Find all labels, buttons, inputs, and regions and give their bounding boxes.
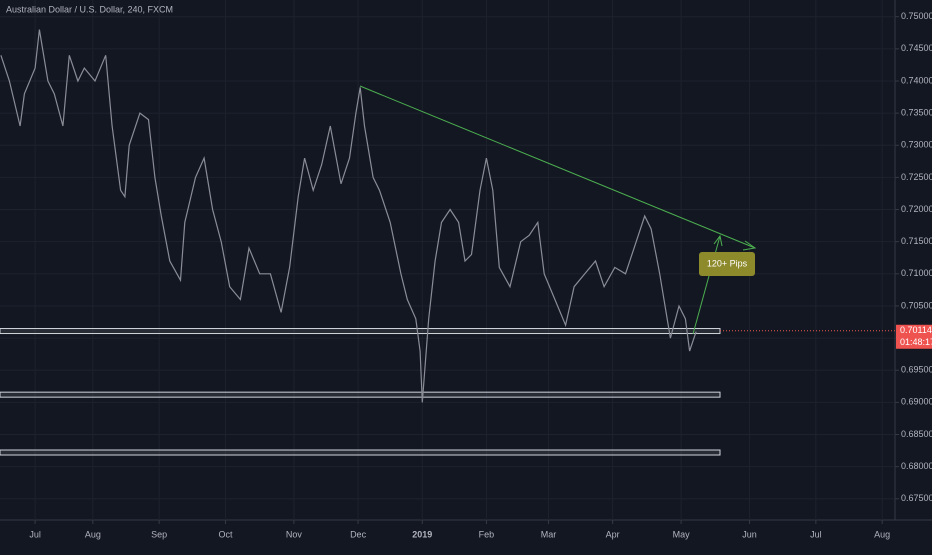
support-level	[0, 391, 721, 398]
support-level	[0, 328, 721, 335]
y-tick-label: 0.71500	[901, 236, 932, 246]
y-tick-label: 0.73500	[901, 108, 932, 118]
trend-line	[359, 85, 756, 249]
y-tick-label: 0.71000	[901, 268, 932, 278]
x-tick-label: Apr	[606, 529, 620, 539]
y-tick-label: 0.73000	[901, 140, 932, 150]
annotation: 120+ Pips	[707, 258, 748, 268]
y-tick-label: 0.74500	[901, 43, 932, 53]
arrow-head	[742, 240, 757, 251]
y-tick-label: 0.72000	[901, 204, 932, 214]
x-tick-label: Feb	[479, 529, 495, 539]
x-tick-label: Aug	[85, 529, 101, 539]
x-tick-label: Sep	[151, 529, 167, 539]
x-tick-label: 2019	[412, 529, 432, 539]
y-tick-label: 0.68000	[901, 461, 932, 471]
last-price-box	[896, 324, 932, 349]
x-tick-label: Jul	[810, 529, 822, 539]
y-tick-label: 0.68500	[901, 429, 932, 439]
x-tick-label: Jul	[29, 529, 41, 539]
price-line	[0, 29, 697, 403]
grid	[0, 0, 895, 520]
x-tick-label: Mar	[541, 529, 557, 539]
y-tick-label: 0.75000	[901, 11, 932, 21]
last-price: 0.70114	[900, 325, 932, 335]
y-tick-label: 0.70500	[901, 300, 932, 310]
y-tick-label: 0.67500	[901, 493, 932, 503]
x-tick-label: Nov	[286, 529, 303, 539]
y-tick-label: 0.69000	[901, 397, 932, 407]
x-tick-label: Jun	[742, 529, 757, 539]
annotation-box	[699, 252, 755, 276]
x-tick-label: Aug	[874, 529, 890, 539]
y-tick-label: 0.69500	[901, 365, 932, 375]
support-level	[0, 449, 721, 456]
arrow-head	[713, 234, 723, 247]
x-tick-label: Dec	[350, 529, 367, 539]
x-tick-label: May	[673, 529, 691, 539]
countdown: 01:48:17	[900, 337, 932, 347]
y-tick-label: 0.74000	[901, 75, 932, 85]
y-tick-label: 0.72500	[901, 172, 932, 182]
chart-title: Australian Dollar / U.S. Dollar, 240, FX…	[6, 4, 173, 14]
x-tick-label: Oct	[218, 529, 233, 539]
